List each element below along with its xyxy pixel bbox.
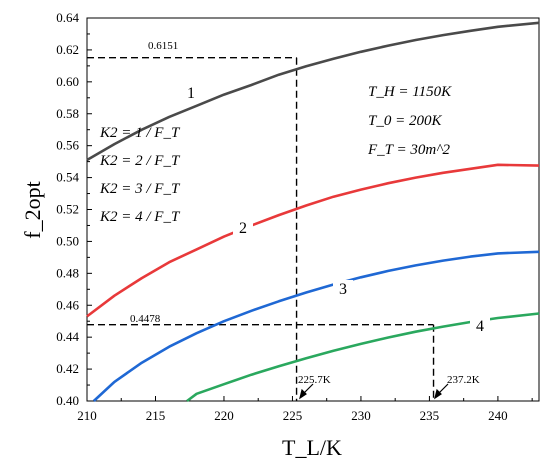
x-tick-label: 235 — [420, 408, 440, 423]
y-tick-label: 0.44 — [56, 329, 79, 344]
x-axis-title: T_L/K — [282, 435, 342, 460]
series-line-2 — [86, 163, 540, 318]
param-ft: F_T = 30m^2 — [367, 142, 451, 158]
y-tick-label: 0.42 — [56, 361, 79, 376]
series-line-4 — [186, 312, 540, 403]
y-tick-label: 0.40 — [56, 393, 79, 408]
series-labels: 1 2 3 4 — [181, 84, 490, 335]
y-tick-label: 0.60 — [56, 74, 79, 89]
series-label-backdrop — [470, 317, 490, 335]
y-tick-label: 0.58 — [56, 106, 79, 121]
x-tick-label: 220 — [214, 408, 234, 423]
annotation-y1: 0.6151 — [148, 40, 178, 52]
y-tick-label: 0.54 — [56, 170, 79, 185]
guide-lines — [87, 57, 435, 401]
y-tick-label: 0.62 — [56, 42, 79, 57]
series-label-backdrop — [233, 219, 253, 237]
series-label-4: 4 — [476, 318, 484, 335]
series-label-1: 1 — [187, 85, 195, 102]
param-t0: T_0 = 200K — [368, 113, 442, 129]
y-tick-label: 0.50 — [56, 233, 79, 248]
x-tick-label: 225 — [283, 408, 303, 423]
y-tick-label: 0.64 — [56, 10, 79, 25]
arrow-x1 — [299, 383, 314, 400]
legend-line-4: K2 = 4 / F_T — [99, 209, 181, 225]
legend-line-3: K2 = 3 / F_T — [99, 181, 181, 197]
arrow-x2 — [434, 383, 449, 400]
y-tick-label: 0.46 — [56, 297, 79, 312]
y-tick-label: 0.56 — [56, 138, 79, 153]
x-tick-label: 230 — [351, 408, 371, 423]
series-label-backdrop — [181, 84, 201, 102]
y-tick-label: 0.48 — [56, 265, 79, 280]
y-axis-title: f_2opt — [20, 181, 45, 238]
series-label-2: 2 — [239, 220, 247, 237]
x-tick-label: 210 — [77, 408, 97, 423]
series-line-3 — [92, 250, 540, 402]
legend-line-1: K2 = 1 / F_T — [99, 125, 181, 141]
x-tick-label: 240 — [488, 408, 508, 423]
x-tick-label: 215 — [146, 408, 166, 423]
legend-line-2: K2 = 2 / F_T — [99, 153, 181, 169]
x-axis-ticks: 210 215 220 225 230 235 240 — [77, 396, 533, 423]
series-lines — [86, 21, 540, 403]
annotation-x1: 225.7K — [298, 374, 331, 386]
parameters-block: T_H = 1150K T_0 = 200K F_T = 30m^2 — [367, 84, 452, 158]
series-label-backdrop — [333, 280, 353, 298]
legend-block: K2 = 1 / F_T K2 = 2 / F_T K2 = 3 / F_T K… — [99, 125, 181, 225]
y-axis-ticks: 0.40 0.42 0.44 0.46 0.48 0.50 0.52 0.54 0.56 0.58… — [56, 10, 92, 408]
series-line-1 — [86, 21, 540, 162]
y-tick-label: 0.52 — [56, 202, 79, 217]
annotation-x2: 237.2K — [447, 374, 480, 386]
series-label-3: 3 — [339, 281, 347, 298]
param-th: T_H = 1150K — [368, 84, 452, 100]
annotation-y2: 0.4478 — [130, 313, 161, 325]
